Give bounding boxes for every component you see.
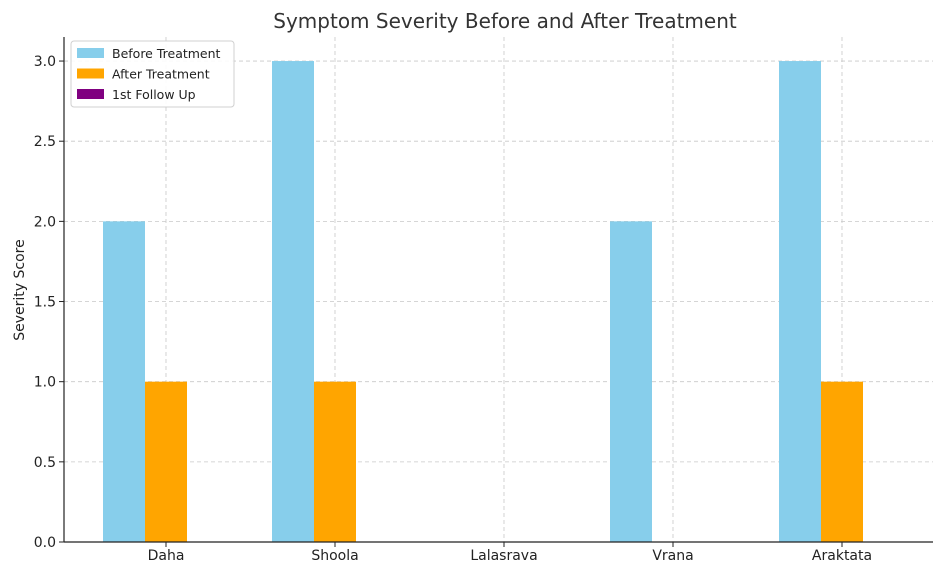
legend-label: After Treatment (112, 67, 210, 82)
legend-swatch (77, 89, 104, 99)
bar-before-treatment-shoola (272, 61, 314, 543)
legend-box (70, 40, 235, 108)
x-tick-label: Araktata (812, 548, 872, 563)
chart-title: Symptom Severity Before and After Treatm… (273, 9, 737, 33)
legend-label: Before Treatment (112, 46, 221, 61)
legend-swatch (77, 68, 104, 79)
legend-label: 1st Follow Up (112, 87, 196, 102)
legend-swatch (77, 48, 104, 58)
x-tick-label: Lalasrava (470, 548, 537, 563)
x-tick-label: Shoola (311, 548, 358, 563)
y-ticks: 0.0 0.5 1.0 1.5 2.0 2.5 3.0 (34, 54, 64, 551)
bar-after-treatment-shoola (314, 381, 356, 542)
legend: Before Treatment After Treatment 1st Follo… (70, 40, 235, 108)
x-ticks: Daha Shoola Lalasrava Vrana Araktata (148, 542, 872, 563)
y-tick-label: 3.0 (34, 54, 56, 70)
x-tick-label: Daha (148, 548, 185, 563)
y-tick-label: 2.5 (34, 134, 56, 150)
bar-before-treatment-vrana (610, 221, 652, 542)
y-tick-label: 1.0 (34, 375, 56, 391)
y-tick-label: 0.5 (34, 455, 56, 471)
bar-after-treatment-araktata (821, 381, 863, 542)
bar-before-treatment-daha (103, 221, 145, 542)
x-tick-label: Vrana (652, 548, 693, 563)
y-tick-label: 0.0 (34, 535, 56, 551)
axes (63, 37, 933, 543)
y-axis-label: Severity Score (12, 239, 28, 340)
bars (103, 61, 863, 543)
y-tick-label: 1.5 (34, 295, 56, 311)
y-tick-label: 2.0 (34, 214, 56, 230)
bar-after-treatment-daha (145, 381, 187, 542)
bar-before-treatment-araktata (779, 61, 821, 543)
